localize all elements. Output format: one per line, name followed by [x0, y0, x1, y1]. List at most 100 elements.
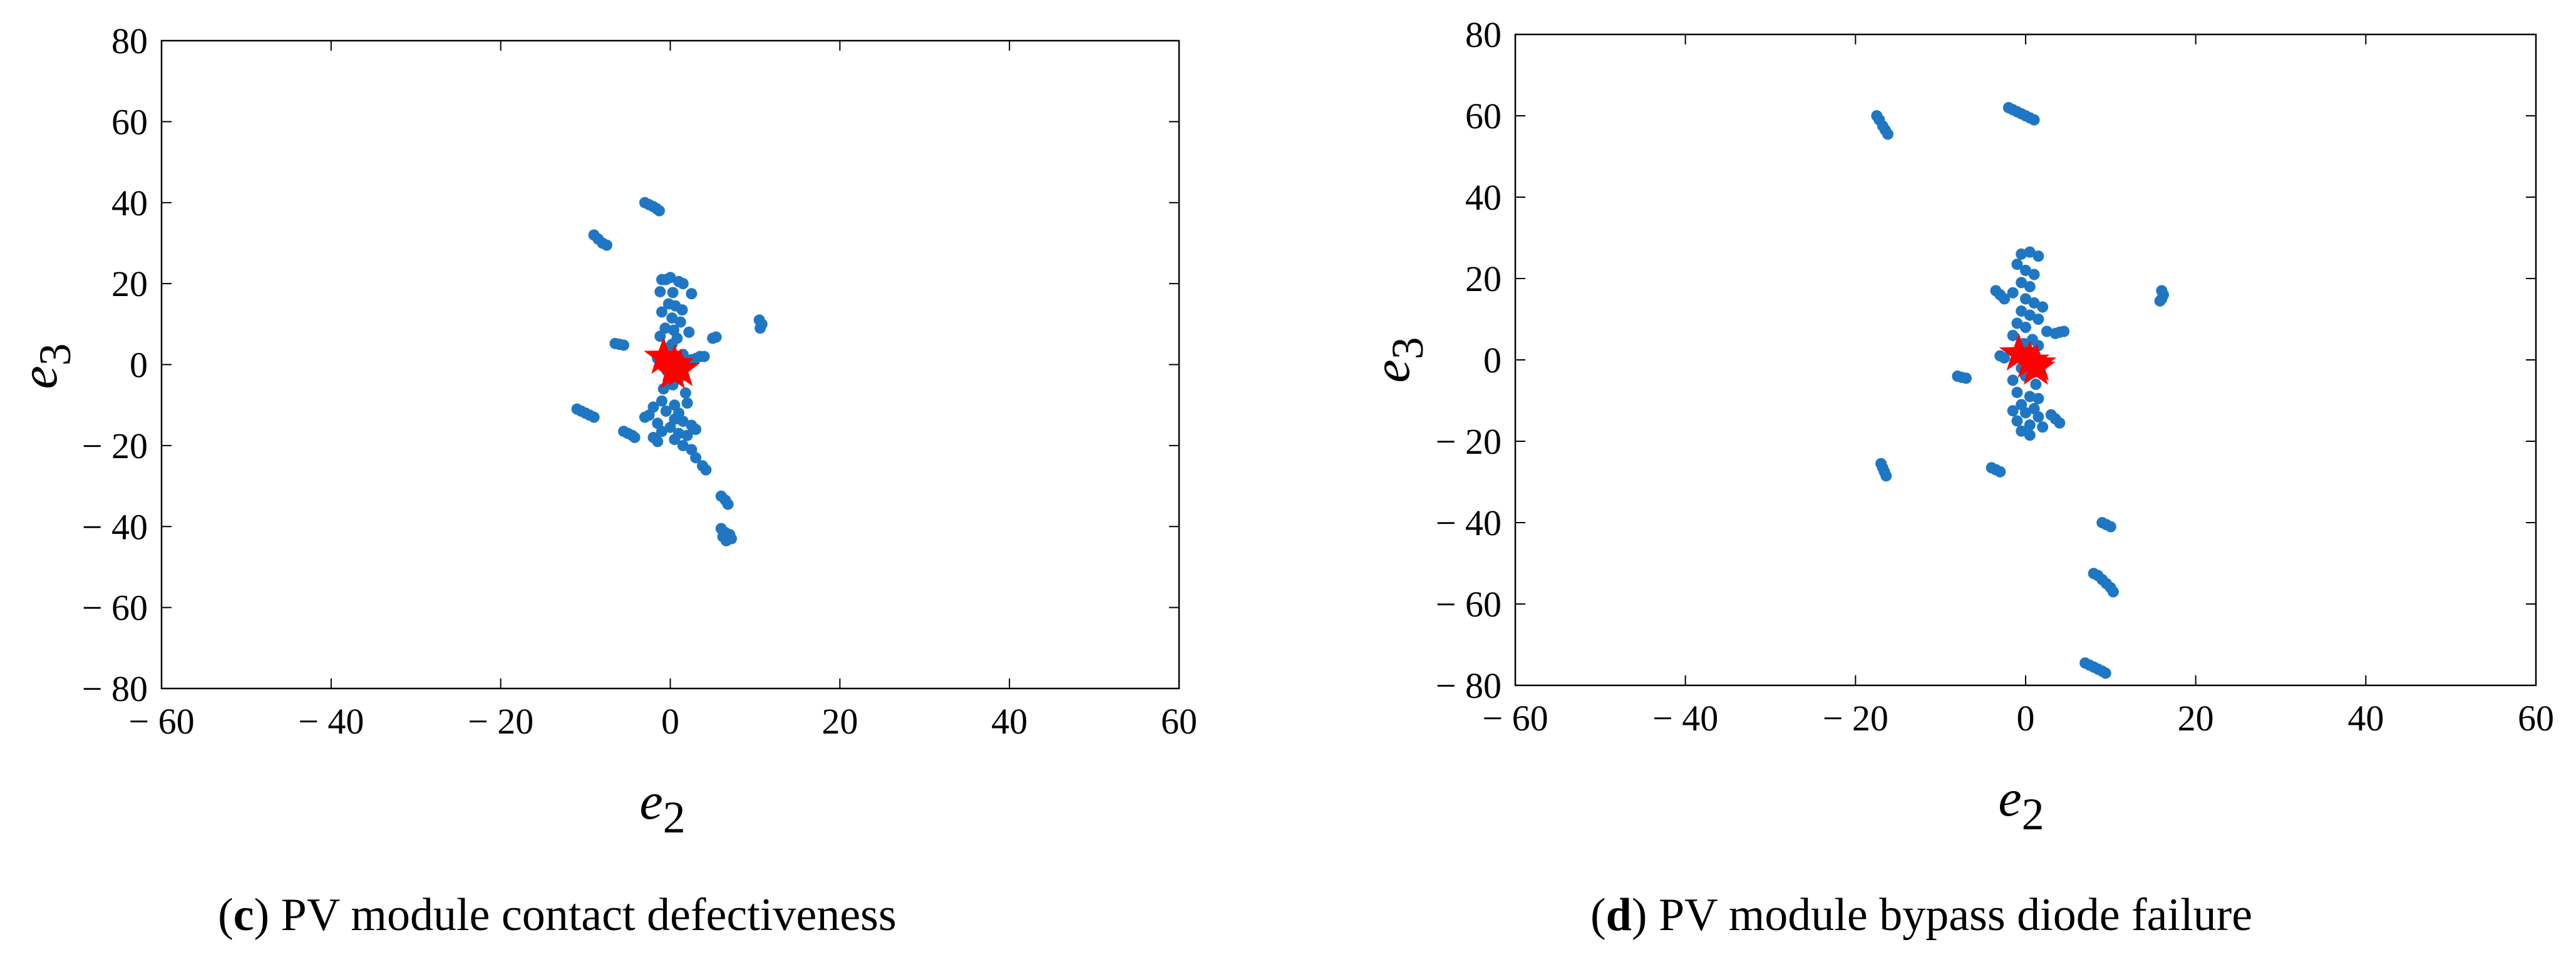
scatter-point — [2037, 421, 2049, 433]
scatter-panel-c: − 60− 40− 20 0 20 40 60− 80− 60− 40− 2002040… — [10, 21, 1197, 842]
x-axis-label: e2 — [1998, 769, 2044, 839]
scatter-point — [653, 205, 665, 217]
scatter-point — [1999, 293, 2011, 305]
x-tick-label: − 60 — [128, 701, 194, 742]
scatter-point — [681, 429, 693, 441]
scatter-point — [2016, 277, 2027, 289]
y-tick-label: 40 — [1465, 177, 1502, 218]
scatter-point — [2007, 374, 2019, 386]
scatter-point — [664, 421, 676, 433]
scatter-point — [2020, 407, 2031, 419]
scatter-point — [656, 395, 667, 407]
y-tick-label: 0 — [130, 345, 148, 386]
scatter-point — [686, 288, 698, 300]
scatter-panel-d: − 60− 40− 20 0 20 40 60− 80− 60− 40− 2002040… — [1363, 14, 2554, 839]
scatter-point — [2024, 429, 2036, 441]
caption-c-text: PV module contact defectiveness — [281, 889, 897, 941]
scatter-point — [755, 322, 766, 334]
x-axis-label-subscript: 2 — [2022, 789, 2044, 839]
scatter-point — [588, 411, 600, 423]
scatter-point — [2028, 114, 2040, 126]
caption-c-letter: c — [233, 889, 254, 941]
scatter-point — [2154, 295, 2166, 307]
y-axis-label-subscript: 3 — [30, 343, 80, 366]
scatter-point — [2032, 314, 2044, 325]
x-tick-label: − 40 — [1652, 698, 1718, 739]
scatter-point — [2030, 379, 2042, 390]
scatter-point — [1880, 470, 1892, 482]
scatter-point — [2016, 425, 2027, 437]
caption-d-letter: d — [1605, 889, 1632, 941]
scatter-point — [676, 304, 688, 316]
scatter-point — [2041, 325, 2053, 337]
x-axis-label: e2 — [639, 772, 685, 842]
scatter-point — [666, 312, 678, 324]
scatter-point — [2099, 667, 2111, 679]
scatter-point — [683, 326, 695, 338]
series-samples — [571, 197, 768, 546]
scatter-point — [2037, 301, 2049, 313]
scatter-point — [669, 434, 681, 446]
y-tick-label: 80 — [1465, 14, 1502, 55]
x-tick-label: − 40 — [298, 701, 364, 742]
scatter-point — [2024, 281, 2036, 292]
scatter-point — [2028, 269, 2040, 280]
x-axis-label-subscript: 2 — [663, 792, 686, 842]
y-tick-label: − 60 — [1436, 584, 1502, 625]
y-tick-label: − 60 — [82, 588, 148, 628]
scatter-point — [2007, 330, 2019, 341]
scatter-point — [698, 351, 710, 362]
x-tick-label: − 20 — [468, 701, 533, 742]
scatter-point — [681, 397, 693, 409]
y-axis-label: e3 — [10, 343, 80, 389]
x-tick-label: − 20 — [1823, 698, 1888, 739]
y-tick-label: − 20 — [1436, 421, 1502, 462]
scatter-point — [2032, 411, 2044, 422]
series-centroids — [644, 336, 701, 389]
scatter-point — [2024, 419, 2036, 431]
y-tick-label: − 80 — [82, 668, 148, 709]
y-tick-label: − 40 — [82, 506, 148, 547]
scatter-point — [2020, 265, 2031, 276]
scatter-point — [2024, 246, 2036, 258]
y-tick-label: 60 — [1465, 96, 1502, 136]
scatter-point — [629, 431, 641, 443]
scatter-point — [600, 239, 612, 251]
scatter-point — [722, 498, 734, 510]
scatter-point — [664, 272, 676, 284]
y-tick-label: − 20 — [82, 426, 148, 466]
centroid-star-point — [2016, 347, 2056, 385]
scatter-point — [2107, 586, 2119, 598]
scatter-point — [2011, 387, 2023, 398]
x-tick-label: 40 — [991, 701, 1028, 742]
scatter-point — [659, 322, 671, 334]
series-samples — [1871, 102, 2170, 679]
scatter-point — [2007, 287, 2019, 299]
scatter-point — [674, 316, 686, 328]
y-tick-label: 20 — [111, 264, 148, 304]
y-tick-label: 40 — [111, 183, 148, 223]
scatter-point — [2016, 305, 2027, 317]
scatter-point — [677, 416, 689, 427]
scatter-point — [2016, 248, 2027, 260]
x-tick-label: 60 — [1161, 701, 1197, 742]
scatter-point — [720, 535, 732, 546]
x-tick-label: 20 — [822, 701, 858, 742]
scatter-point — [679, 387, 691, 399]
caption-c: (c) PV module contact defectiveness — [218, 889, 897, 941]
scatter-point — [710, 331, 722, 343]
y-tick-label: − 40 — [1436, 503, 1502, 543]
scatter-point — [2024, 391, 2036, 402]
x-tick-label: 40 — [2347, 698, 2384, 739]
scatter-point — [700, 464, 712, 476]
scatter-point — [2007, 405, 2019, 417]
y-axis-label-subscript: 3 — [1383, 337, 1433, 359]
scatter-point — [656, 306, 667, 318]
scatter-point — [677, 439, 689, 451]
scatter-point — [2011, 415, 2023, 427]
scatter-point — [1994, 466, 2006, 478]
y-tick-label: 80 — [111, 21, 148, 61]
y-tick-label: 20 — [1465, 258, 1502, 299]
y-tick-label: − 80 — [1436, 665, 1502, 706]
